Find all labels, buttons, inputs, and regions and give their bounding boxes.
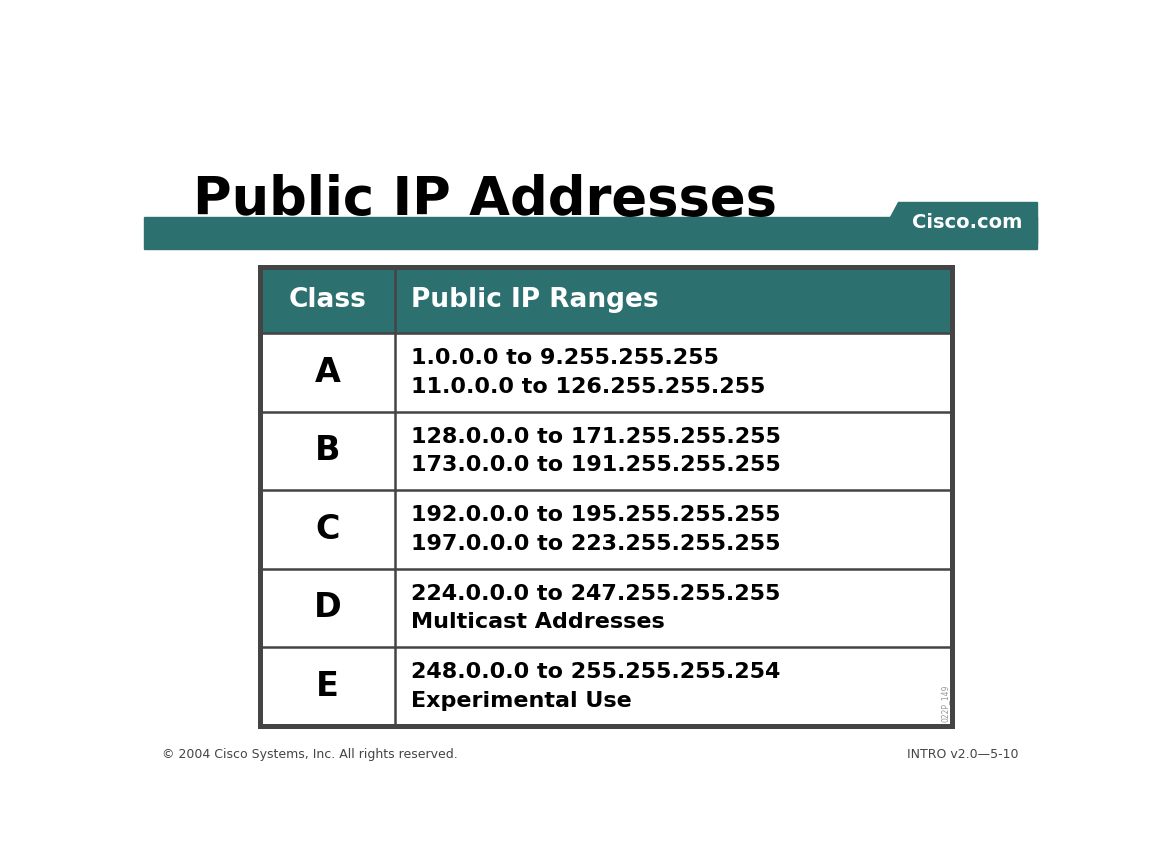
Text: Public IP Ranges: Public IP Ranges [411, 287, 659, 313]
Text: 248.0.0.0 to 255.255.255.254
Experimental Use: 248.0.0.0 to 255.255.255.254 Experimenta… [411, 662, 780, 711]
Text: D: D [313, 592, 341, 625]
Bar [260, 490, 952, 569]
Bar [260, 267, 952, 726]
Bar [260, 569, 952, 647]
Text: 128.0.0.0 to 171.255.255.255
173.0.0.0 to 191.255.255.255: 128.0.0.0 to 171.255.255.255 173.0.0.0 t… [411, 427, 781, 475]
Bar [260, 334, 952, 412]
Text: 1.0.0.0 to 9.255.255.255
11.0.0.0 to 126.255.255.255: 1.0.0.0 to 9.255.255.255 11.0.0.0 to 126… [411, 348, 765, 397]
Bar [260, 412, 952, 490]
Text: B: B [314, 435, 340, 467]
Text: 022P_149: 022P_149 [940, 685, 949, 722]
Text: Class: Class [289, 287, 366, 313]
Text: Cisco.com: Cisco.com [912, 213, 1022, 232]
Bar [260, 267, 952, 334]
Text: 192.0.0.0 to 195.255.255.255
197.0.0.0 to 223.255.255.255: 192.0.0.0 to 195.255.255.255 197.0.0.0 t… [411, 505, 781, 554]
Text: C: C [316, 513, 340, 546]
Text: INTRO v2.0—5-10: INTRO v2.0—5-10 [908, 748, 1018, 761]
Bar [260, 647, 952, 726]
Text: E: E [316, 670, 339, 703]
Text: 224.0.0.0 to 247.255.255.255
Multicast Addresses: 224.0.0.0 to 247.255.255.255 Multicast A… [411, 583, 780, 632]
Polygon shape [876, 202, 1037, 244]
Text: A: A [314, 356, 341, 389]
Text: © 2004 Cisco Systems, Inc. All rights reserved.: © 2004 Cisco Systems, Inc. All rights re… [161, 748, 457, 761]
Text: Public IP Addresses: Public IP Addresses [194, 174, 778, 226]
Bar [144, 217, 1037, 249]
